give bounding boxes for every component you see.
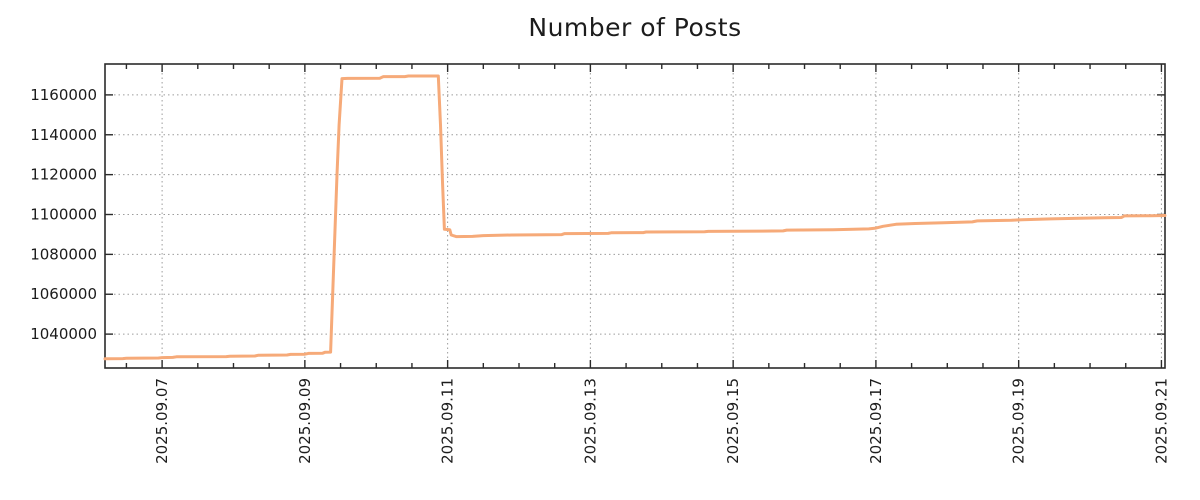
x-tick-label: 2025.09.13 bbox=[581, 378, 599, 464]
series-line-number-of-posts bbox=[103, 74, 1167, 361]
plot-frame bbox=[104, 63, 1166, 369]
y-tick-label: 1160000 bbox=[30, 86, 97, 104]
x-tick-label: 2025.09.07 bbox=[153, 378, 171, 464]
y-tick-label: 1140000 bbox=[30, 126, 97, 144]
x-tick-label: 2025.09.11 bbox=[439, 378, 457, 464]
x-tick-label: 2025.09.21 bbox=[1152, 378, 1170, 464]
x-tick-label: 2025.09.17 bbox=[867, 378, 885, 464]
y-tick-label: 1040000 bbox=[30, 325, 97, 343]
y-tick-label: 1060000 bbox=[30, 285, 97, 303]
y-tick-label: 1120000 bbox=[30, 166, 97, 184]
y-tick-label: 1100000 bbox=[30, 206, 97, 224]
x-tick-label: 2025.09.09 bbox=[296, 378, 314, 464]
chart-title: Number of Posts bbox=[528, 13, 742, 42]
x-tick-label: 2025.09.15 bbox=[724, 378, 742, 464]
x-tick-label: 2025.09.19 bbox=[1010, 378, 1028, 464]
y-tick-label: 1080000 bbox=[30, 245, 97, 263]
